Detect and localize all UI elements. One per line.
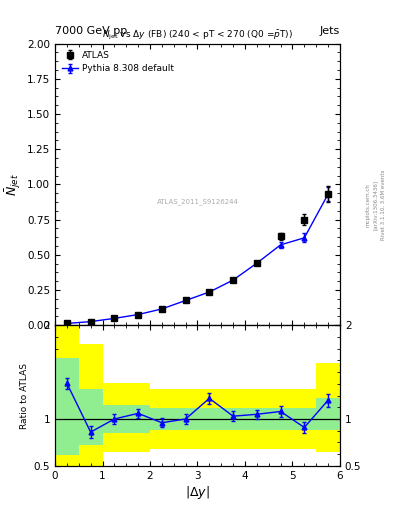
X-axis label: $|\Delta y|$: $|\Delta y|$ [185, 483, 210, 501]
Text: [arXiv:1306.3436]: [arXiv:1306.3436] [373, 180, 378, 230]
Text: Rivet 3.1.10, 3.6M events: Rivet 3.1.10, 3.6M events [381, 169, 386, 240]
Text: 7000 GeV pp: 7000 GeV pp [55, 26, 127, 36]
Y-axis label: Ratio to ATLAS: Ratio to ATLAS [20, 362, 29, 429]
Text: mcplots.cern.ch: mcplots.cern.ch [366, 183, 371, 227]
Y-axis label: $\bar{N}_{jet}$: $\bar{N}_{jet}$ [3, 173, 23, 196]
Legend: ATLAS, Pythia 8.308 default: ATLAS, Pythia 8.308 default [59, 48, 177, 76]
Title: $N_\mathrm{jet}$ vs $\Delta y$ (FB) (240 < pT < 270 (Q0 =$\bar{p}$T)): $N_\mathrm{jet}$ vs $\Delta y$ (FB) (240… [102, 29, 293, 42]
Text: ATLAS_2011_S9126244: ATLAS_2011_S9126244 [156, 198, 239, 205]
Text: Jets: Jets [320, 26, 340, 36]
